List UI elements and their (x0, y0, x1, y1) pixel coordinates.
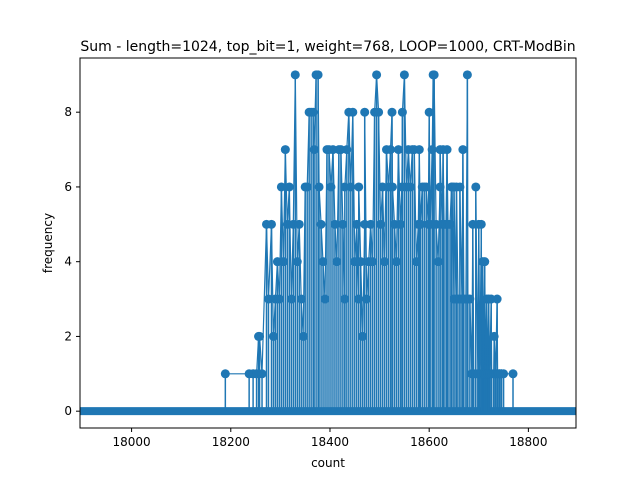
x-tick-label: 18600 (410, 435, 448, 449)
data-point (292, 257, 302, 267)
plot-area (80, 70, 576, 416)
data-point (280, 145, 290, 155)
data-point (338, 219, 348, 229)
data-point (480, 257, 490, 267)
data-point (411, 257, 421, 267)
data-point (320, 294, 330, 304)
data-point (387, 107, 397, 117)
data-point (374, 107, 384, 117)
data-point (290, 70, 300, 80)
data-point (308, 107, 318, 117)
data-point (445, 219, 455, 229)
data-point (354, 182, 364, 192)
data-point (476, 219, 486, 229)
y-axis-label: frequency (41, 213, 55, 273)
data-point (433, 257, 443, 267)
data-point (385, 145, 395, 155)
data-point (489, 331, 499, 341)
data-point (257, 369, 267, 379)
data-point (508, 369, 518, 379)
data-point (220, 369, 230, 379)
data-point (376, 219, 386, 229)
data-point (366, 219, 376, 229)
data-point (332, 257, 342, 267)
data-point (266, 219, 276, 229)
data-point (309, 145, 319, 155)
data-point (393, 145, 403, 155)
data-point (360, 107, 370, 117)
y-tick-label: 4 (64, 255, 72, 269)
data-point (368, 257, 378, 267)
data-point (399, 70, 409, 80)
data-point (458, 145, 468, 155)
data-point (435, 182, 445, 192)
y-tick-label: 0 (64, 404, 72, 418)
data-point (405, 182, 415, 192)
data-point (314, 182, 324, 192)
data-point (372, 70, 382, 80)
data-point (313, 70, 323, 80)
data-point (415, 219, 425, 229)
data-point (395, 219, 405, 229)
x-tick-label: 18800 (509, 435, 547, 449)
data-point (296, 294, 306, 304)
data-point (424, 107, 434, 117)
data-point (342, 145, 352, 155)
data-point (428, 70, 438, 80)
data-point (276, 182, 286, 192)
data-point (278, 257, 288, 267)
y-tick-label: 2 (64, 329, 72, 343)
data-point (330, 219, 340, 229)
data-point (414, 145, 424, 155)
data-point (302, 182, 312, 192)
data-point (340, 182, 350, 192)
x-tick-label: 18200 (212, 435, 250, 449)
data-point (318, 257, 328, 267)
data-point (294, 219, 304, 229)
data-point (496, 369, 506, 379)
stem-markers (220, 70, 518, 379)
data-point (286, 294, 296, 304)
data-point (421, 182, 431, 192)
y-tick-label: 8 (64, 105, 72, 119)
data-point (397, 107, 407, 117)
data-point (352, 219, 362, 229)
data-point (391, 257, 401, 267)
axes-frame (79, 57, 577, 429)
data-point (397, 182, 407, 192)
data-point (298, 331, 308, 341)
data-point (268, 331, 278, 341)
data-point (358, 331, 368, 341)
data-point (354, 294, 364, 304)
data-point (462, 70, 472, 80)
data-point (255, 331, 265, 341)
data-point (340, 294, 350, 304)
x-axis-label: count (311, 456, 345, 470)
data-point (471, 182, 481, 192)
y-axis-ticks: 0 2 4 6 8 (64, 105, 80, 418)
data-point (492, 294, 502, 304)
y-tick-label: 6 (64, 180, 72, 194)
data-point (348, 107, 358, 117)
data-point (362, 294, 372, 304)
data-point (380, 257, 390, 267)
data-point (442, 145, 452, 155)
x-tick-label: 18000 (112, 435, 150, 449)
data-point (326, 182, 336, 192)
data-point (427, 145, 437, 155)
x-axis-ticks: 18000 18200 18400 18600 18800 (112, 428, 547, 449)
chart-title: Sum - length=1024, top_bit=1, weight=768… (80, 39, 575, 55)
data-point (284, 182, 294, 192)
data-point (455, 182, 465, 192)
data-point (465, 294, 475, 304)
data-point (387, 182, 397, 192)
x-tick-label: 18400 (311, 435, 349, 449)
data-point (316, 219, 326, 229)
data-point (356, 257, 366, 267)
data-point (274, 294, 284, 304)
data-point (263, 294, 273, 304)
